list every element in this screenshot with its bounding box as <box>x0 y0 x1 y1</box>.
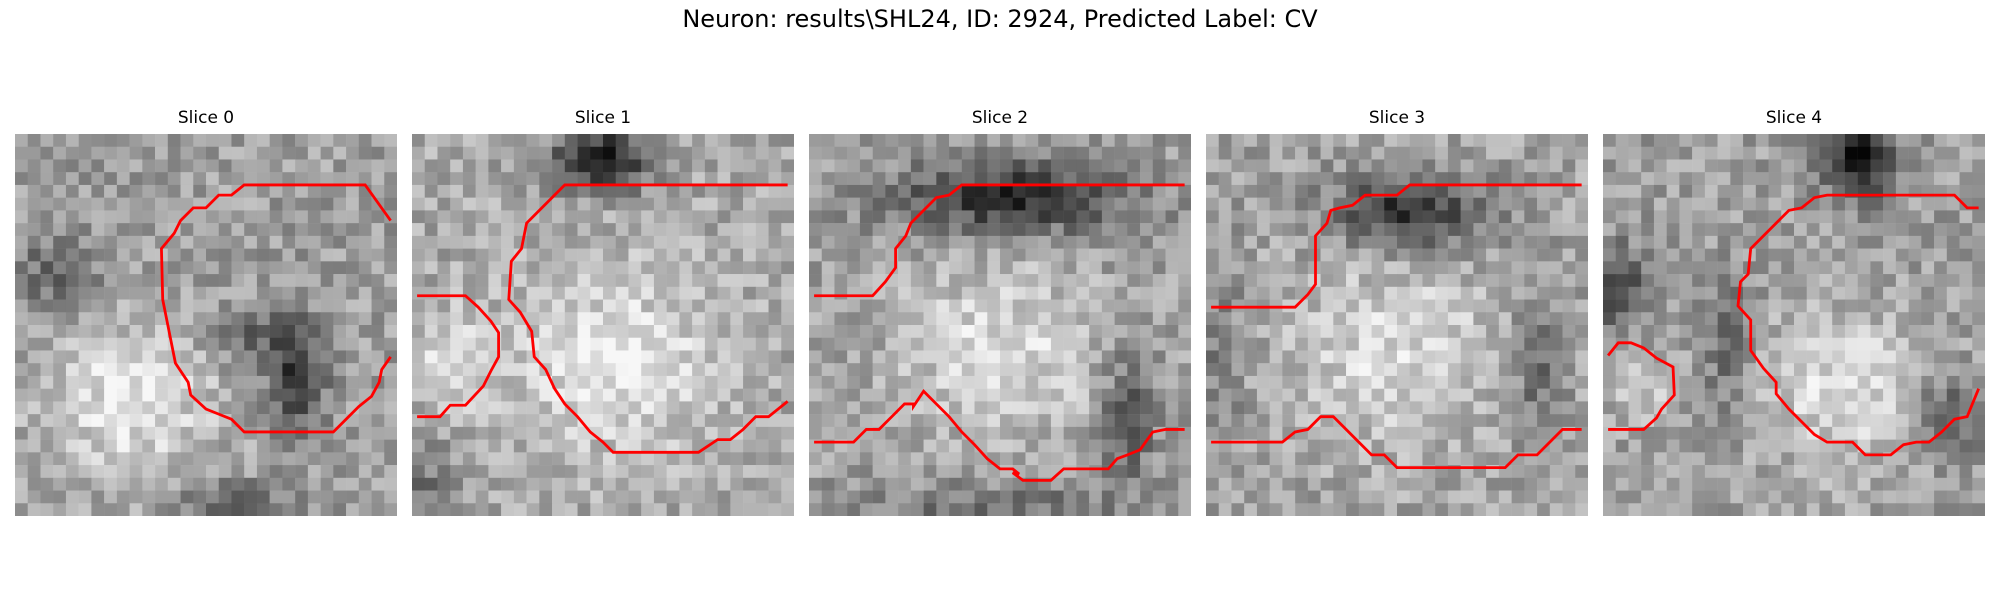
slice-image <box>15 134 397 516</box>
contour-line <box>1606 341 1676 431</box>
contour-line <box>160 183 392 434</box>
slice-image <box>809 134 1191 516</box>
figure-title: Neuron: results\SHL24, ID: 2924, Predict… <box>682 5 1318 33</box>
grayscale-pixels <box>412 134 794 516</box>
contour-line <box>417 294 500 419</box>
slice-title: Slice 2 <box>971 108 1029 128</box>
contour-line <box>1211 183 1582 309</box>
slice-image <box>412 134 794 516</box>
grayscale-pixels <box>809 134 1191 516</box>
grayscale-pixels <box>1206 134 1588 516</box>
grayscale-pixels <box>1603 134 1985 516</box>
slice-title: Slice 1 <box>574 108 632 128</box>
slice-image <box>1603 134 1985 516</box>
slice-image <box>1206 134 1588 516</box>
contour-line <box>814 389 1185 482</box>
contour-line <box>814 183 1185 298</box>
contour-line <box>507 183 789 454</box>
slice-title: Slice 3 <box>1368 108 1426 128</box>
slice-title: Slice 0 <box>177 108 235 128</box>
contour-line <box>1211 415 1582 470</box>
slice-title: Slice 4 <box>1765 108 1823 128</box>
contour-line <box>1736 193 1980 457</box>
grayscale-pixels <box>15 134 397 516</box>
